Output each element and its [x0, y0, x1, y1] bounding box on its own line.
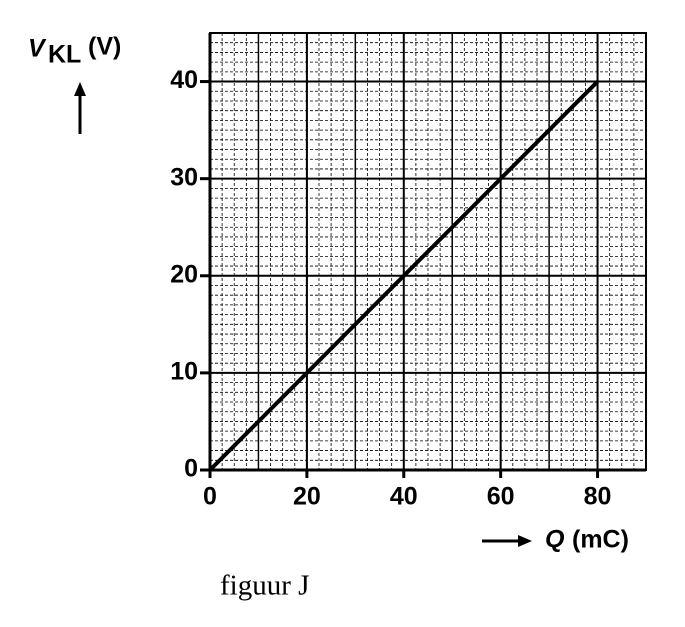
data-line: [208, 80, 599, 472]
y-tick-label: 10: [170, 357, 198, 385]
x-tick-label: 20: [293, 483, 321, 511]
y-axis-subscript: KL: [48, 41, 81, 69]
y-axis-symbol: V: [28, 35, 47, 63]
y-tick-label: 40: [170, 66, 198, 94]
caption: figuur J: [220, 570, 309, 602]
x-tick-label: 60: [487, 483, 515, 511]
x-tick-label: 0: [203, 483, 217, 511]
y-tick-label: 0: [184, 455, 198, 483]
y-tick-label: 30: [170, 163, 198, 191]
x-axis-arrowhead: [518, 535, 532, 547]
x-axis-symbol: Q: [545, 526, 565, 554]
y-axis-unit: (V): [88, 33, 121, 61]
x-axis-unit: (mC): [572, 526, 629, 554]
y-axis-arrowhead: [74, 82, 86, 96]
x-tick-label: 40: [390, 483, 418, 511]
x-tick-label: 80: [584, 483, 612, 511]
y-tick-label: 20: [170, 260, 198, 288]
